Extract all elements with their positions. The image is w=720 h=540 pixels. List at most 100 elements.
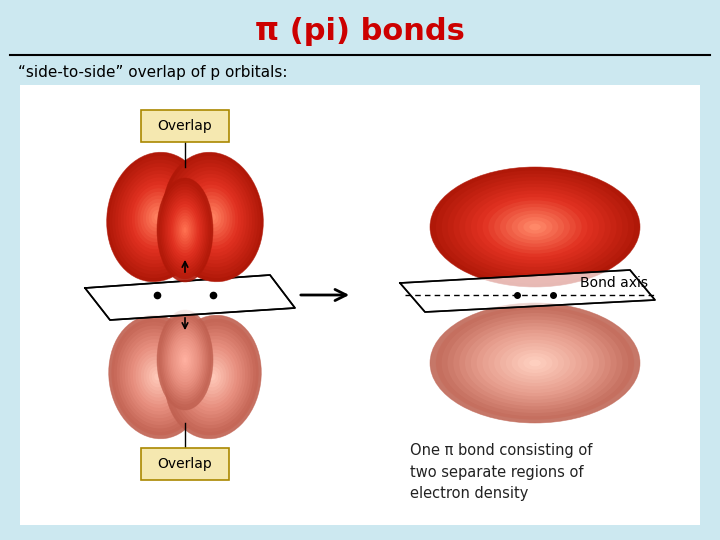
Ellipse shape	[465, 187, 605, 267]
Ellipse shape	[163, 321, 207, 399]
Ellipse shape	[191, 188, 235, 246]
Ellipse shape	[120, 329, 194, 425]
Ellipse shape	[494, 340, 576, 386]
Ellipse shape	[151, 210, 163, 224]
Ellipse shape	[168, 159, 258, 274]
Ellipse shape	[109, 315, 205, 439]
Ellipse shape	[184, 339, 243, 415]
Text: “side-to-side” overlap of p orbitals:: “side-to-side” overlap of p orbitals:	[18, 65, 287, 80]
Ellipse shape	[118, 167, 196, 267]
Ellipse shape	[185, 181, 241, 253]
Ellipse shape	[197, 195, 230, 239]
Ellipse shape	[171, 335, 199, 385]
Ellipse shape	[471, 190, 599, 264]
Ellipse shape	[207, 370, 218, 384]
FancyBboxPatch shape	[141, 448, 229, 480]
Ellipse shape	[179, 174, 246, 260]
Ellipse shape	[176, 170, 249, 264]
Text: Overlap: Overlap	[158, 457, 212, 471]
Ellipse shape	[140, 195, 174, 239]
Ellipse shape	[199, 360, 226, 394]
Ellipse shape	[186, 343, 240, 411]
Ellipse shape	[125, 336, 189, 418]
Ellipse shape	[459, 320, 611, 406]
Ellipse shape	[148, 206, 166, 228]
Ellipse shape	[166, 327, 204, 393]
Text: Bond axis: Bond axis	[580, 276, 648, 290]
Ellipse shape	[494, 204, 576, 251]
Ellipse shape	[160, 315, 210, 404]
Ellipse shape	[192, 349, 235, 404]
Ellipse shape	[143, 360, 171, 394]
Ellipse shape	[482, 197, 588, 257]
Ellipse shape	[171, 204, 199, 256]
Ellipse shape	[160, 184, 210, 276]
Polygon shape	[85, 275, 295, 320]
Ellipse shape	[506, 211, 564, 244]
Ellipse shape	[169, 332, 201, 388]
Ellipse shape	[170, 322, 256, 432]
Ellipse shape	[157, 310, 213, 410]
Ellipse shape	[165, 192, 205, 267]
Ellipse shape	[112, 159, 202, 274]
Ellipse shape	[529, 224, 541, 231]
Ellipse shape	[465, 323, 605, 403]
Ellipse shape	[143, 199, 171, 235]
Ellipse shape	[126, 178, 188, 256]
Ellipse shape	[138, 192, 176, 242]
Ellipse shape	[149, 367, 165, 387]
Ellipse shape	[168, 329, 202, 390]
Ellipse shape	[165, 324, 205, 396]
Ellipse shape	[184, 227, 186, 233]
Ellipse shape	[173, 326, 253, 428]
Ellipse shape	[471, 326, 599, 400]
Ellipse shape	[482, 333, 588, 393]
Ellipse shape	[146, 363, 168, 391]
Ellipse shape	[127, 339, 186, 415]
Ellipse shape	[135, 188, 179, 246]
Ellipse shape	[135, 349, 179, 404]
Polygon shape	[400, 270, 655, 312]
Ellipse shape	[114, 322, 200, 432]
Ellipse shape	[157, 178, 213, 282]
Ellipse shape	[174, 341, 196, 380]
Ellipse shape	[166, 156, 261, 278]
Ellipse shape	[176, 213, 194, 247]
Ellipse shape	[189, 346, 237, 408]
Ellipse shape	[436, 170, 634, 284]
Ellipse shape	[173, 207, 197, 253]
Ellipse shape	[477, 329, 593, 396]
Ellipse shape	[430, 167, 640, 287]
Ellipse shape	[174, 167, 252, 267]
Ellipse shape	[448, 177, 623, 277]
Ellipse shape	[207, 210, 219, 224]
Ellipse shape	[176, 329, 251, 425]
Ellipse shape	[171, 163, 255, 271]
Ellipse shape	[123, 174, 191, 260]
Ellipse shape	[204, 206, 221, 228]
Ellipse shape	[199, 199, 227, 235]
Ellipse shape	[176, 343, 194, 377]
Ellipse shape	[182, 354, 188, 366]
Ellipse shape	[167, 319, 258, 435]
Ellipse shape	[182, 178, 244, 256]
Ellipse shape	[500, 207, 570, 247]
Text: π (pi) bonds: π (pi) bonds	[255, 17, 465, 46]
Ellipse shape	[162, 187, 208, 273]
Ellipse shape	[129, 181, 185, 253]
Ellipse shape	[165, 315, 261, 439]
Text: One π bond consisting of
two separate regions of
electron density: One π bond consisting of two separate re…	[410, 443, 593, 501]
Ellipse shape	[436, 306, 634, 420]
Ellipse shape	[210, 213, 216, 221]
Ellipse shape	[488, 200, 582, 254]
Ellipse shape	[182, 224, 188, 236]
Ellipse shape	[180, 352, 189, 368]
Ellipse shape	[109, 156, 204, 278]
Ellipse shape	[122, 333, 192, 422]
Ellipse shape	[121, 170, 194, 264]
Ellipse shape	[174, 210, 196, 250]
Ellipse shape	[477, 194, 593, 260]
Ellipse shape	[180, 221, 189, 239]
Ellipse shape	[197, 356, 229, 397]
Ellipse shape	[512, 214, 558, 240]
